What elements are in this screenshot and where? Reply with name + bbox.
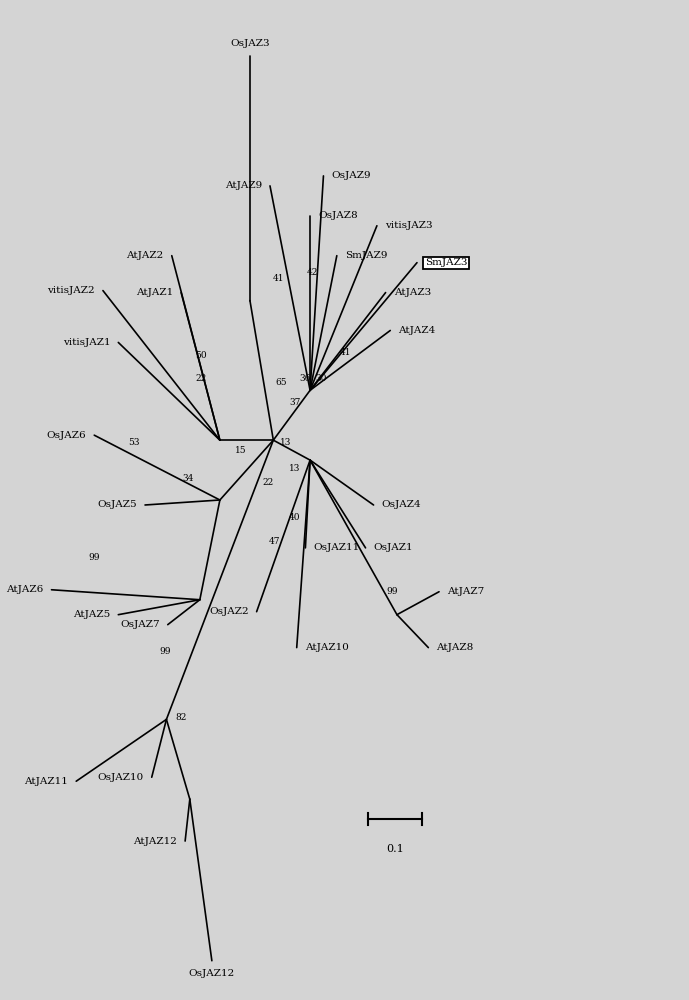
Text: 47: 47 — [269, 537, 280, 546]
Text: 22: 22 — [263, 478, 274, 487]
Text: vitisJAZ1: vitisJAZ1 — [63, 338, 110, 347]
Text: OsJAZ5: OsJAZ5 — [97, 500, 137, 509]
Text: OsJAZ6: OsJAZ6 — [47, 431, 86, 440]
Text: 99: 99 — [387, 587, 398, 596]
Text: AtJAZ9: AtJAZ9 — [225, 181, 262, 190]
Text: 15: 15 — [236, 446, 247, 455]
Text: AtJAZ10: AtJAZ10 — [305, 643, 349, 652]
Text: 82: 82 — [176, 713, 187, 722]
Text: AtJAZ1: AtJAZ1 — [136, 288, 173, 297]
Text: 50: 50 — [196, 351, 207, 360]
Text: 34: 34 — [182, 474, 194, 483]
Text: OsJAZ3: OsJAZ3 — [230, 39, 270, 48]
Text: OsJAZ7: OsJAZ7 — [120, 620, 160, 629]
Text: 13: 13 — [280, 438, 291, 447]
Text: OsJAZ10: OsJAZ10 — [97, 773, 144, 782]
Text: SmJAZ9: SmJAZ9 — [344, 251, 387, 260]
Text: AtJAZ3: AtJAZ3 — [393, 288, 431, 297]
Text: 37: 37 — [289, 398, 300, 407]
Text: 99: 99 — [159, 647, 171, 656]
Text: OsJAZ1: OsJAZ1 — [373, 543, 413, 552]
Text: vitisJAZ2: vitisJAZ2 — [48, 286, 95, 295]
Text: AtJAZ8: AtJAZ8 — [436, 643, 473, 652]
Text: 30: 30 — [316, 374, 327, 383]
Text: AtJAZ4: AtJAZ4 — [398, 326, 435, 335]
Text: AtJAZ5: AtJAZ5 — [73, 610, 110, 619]
Text: vitisJAZ3: vitisJAZ3 — [385, 221, 433, 230]
Text: 13: 13 — [289, 464, 300, 473]
Text: AtJAZ11: AtJAZ11 — [24, 777, 68, 786]
Text: OsJAZ11: OsJAZ11 — [313, 543, 360, 552]
Text: AtJAZ2: AtJAZ2 — [127, 251, 164, 260]
Text: 0.1: 0.1 — [386, 844, 404, 854]
Text: AtJAZ12: AtJAZ12 — [133, 837, 177, 846]
Text: OsJAZ4: OsJAZ4 — [382, 500, 421, 509]
Text: 41: 41 — [340, 348, 351, 357]
Text: OsJAZ12: OsJAZ12 — [189, 969, 235, 978]
Text: 40: 40 — [289, 513, 300, 522]
Text: 22: 22 — [196, 374, 207, 383]
Text: SmJAZ3: SmJAZ3 — [425, 258, 468, 267]
Text: OsJAZ2: OsJAZ2 — [209, 607, 249, 616]
Text: 65: 65 — [276, 378, 287, 387]
Text: AtJAZ7: AtJAZ7 — [447, 587, 484, 596]
Text: 36: 36 — [300, 374, 311, 383]
Text: 41: 41 — [273, 274, 285, 283]
Text: OsJAZ9: OsJAZ9 — [331, 171, 371, 180]
Text: 42: 42 — [307, 268, 318, 277]
Text: 99: 99 — [88, 553, 100, 562]
Text: OsJAZ8: OsJAZ8 — [318, 211, 358, 220]
Text: AtJAZ6: AtJAZ6 — [6, 585, 43, 594]
Text: 53: 53 — [129, 438, 140, 447]
